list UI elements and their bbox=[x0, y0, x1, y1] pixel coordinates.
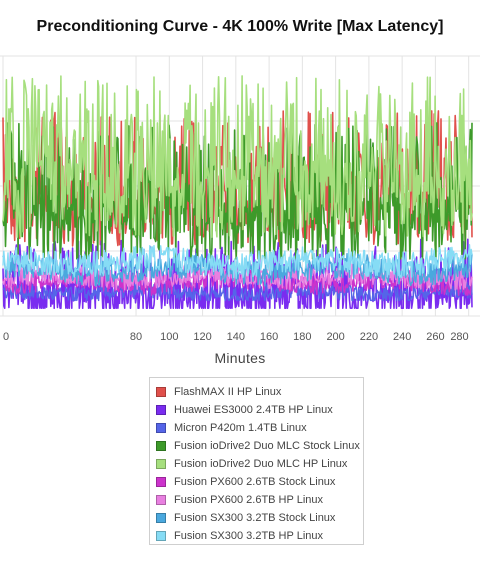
legend-swatch bbox=[156, 531, 166, 541]
legend-label: Huawei ES3000 2.4TB HP Linux bbox=[174, 404, 333, 416]
legend-label: Fusion PX600 2.6TB Stock Linux bbox=[174, 476, 336, 488]
legend-item[interactable]: Fusion SX300 3.2TB HP Linux bbox=[150, 527, 363, 545]
plot-area: 0 80 100 120 140 160 180 200 220 240 260 280 bbox=[0, 55, 480, 343]
legend-swatch bbox=[156, 423, 166, 433]
x-tick-label: 140 bbox=[227, 331, 245, 343]
legend-label: Fusion SX300 3.2TB Stock Linux bbox=[174, 512, 336, 524]
legend-swatch bbox=[156, 477, 166, 487]
legend-swatch bbox=[156, 459, 166, 469]
x-tick-label: 100 bbox=[160, 331, 178, 343]
series-line bbox=[2, 75, 473, 238]
x-tick-label: 180 bbox=[293, 331, 311, 343]
legend-swatch bbox=[156, 441, 166, 451]
x-tick-label: 200 bbox=[326, 331, 344, 343]
legend-item[interactable]: Fusion PX600 2.6TB Stock Linux bbox=[150, 473, 363, 491]
legend-label: Fusion PX600 2.6TB HP Linux bbox=[174, 494, 323, 506]
legend-item[interactable]: FlashMAX II HP Linux bbox=[150, 383, 363, 401]
legend-label: Fusion SX300 3.2TB HP Linux bbox=[174, 530, 323, 542]
legend-item[interactable]: Fusion SX300 3.2TB Stock Linux bbox=[150, 509, 363, 527]
legend-item[interactable]: Micron P420m 1.4TB Linux bbox=[150, 419, 363, 437]
x-tick-label: 80 bbox=[130, 331, 142, 343]
x-tick-label: 220 bbox=[360, 331, 378, 343]
legend-item[interactable]: Fusion ioDrive2 Duo MLC Stock Linux bbox=[150, 437, 363, 455]
legend-label: Fusion ioDrive2 Duo MLC Stock Linux bbox=[174, 440, 360, 452]
series-line bbox=[2, 243, 473, 279]
x-tick-label: 240 bbox=[393, 331, 411, 343]
x-tick-label: 260 bbox=[426, 331, 444, 343]
legend-item[interactable]: Huawei ES3000 2.4TB HP Linux bbox=[150, 401, 363, 419]
chart-title: Preconditioning Curve - 4K 100% Write [M… bbox=[36, 18, 444, 35]
legend-label: FlashMAX II HP Linux bbox=[174, 386, 282, 398]
legend-swatch bbox=[156, 513, 166, 523]
legend-item[interactable]: Fusion PX600 2.6TB HP Linux bbox=[150, 491, 363, 509]
x-tick-label: 120 bbox=[193, 331, 211, 343]
legend-label: Micron P420m 1.4TB Linux bbox=[174, 422, 307, 434]
legend-item[interactable]: Fusion ioDrive2 Duo MLC HP Linux bbox=[150, 455, 363, 473]
x-axis-label: Minutes bbox=[214, 350, 266, 366]
x-tick-label: 0 bbox=[3, 331, 9, 343]
legend-swatch bbox=[156, 405, 166, 415]
x-tick-label: 160 bbox=[260, 331, 278, 343]
legend-label: Fusion ioDrive2 Duo MLC HP Linux bbox=[174, 458, 348, 470]
legend: FlashMAX II HP Linux Huawei ES3000 2.4TB … bbox=[149, 377, 364, 545]
x-tick-label: 280 bbox=[450, 331, 468, 343]
legend-swatch bbox=[156, 387, 166, 397]
legend-swatch bbox=[156, 495, 166, 505]
